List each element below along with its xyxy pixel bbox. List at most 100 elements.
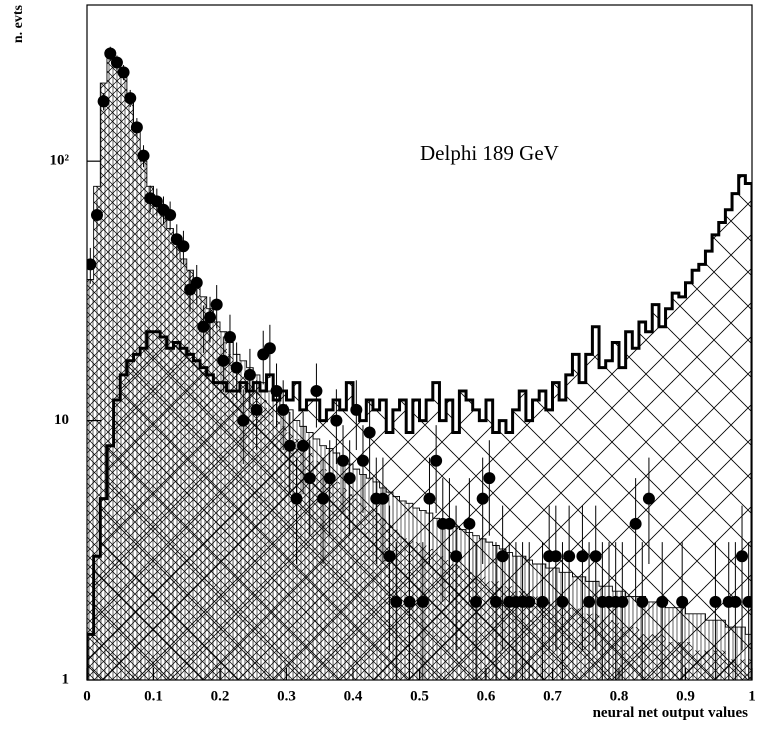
histogram-bar (279, 426, 287, 680)
data-point (277, 403, 290, 416)
data-point (470, 595, 483, 608)
histogram-bar (479, 576, 487, 680)
histogram-bar (698, 264, 706, 680)
histogram-bar (572, 607, 580, 680)
histogram-bar (625, 331, 633, 680)
x-tick-label: 0.8 (610, 688, 629, 704)
histogram-bar (133, 131, 141, 680)
data-point (117, 66, 130, 79)
data-point (237, 414, 250, 427)
x-tick-label: 0.2 (211, 688, 230, 704)
histogram-bar (738, 175, 746, 680)
data-point (343, 472, 356, 485)
data-point (97, 95, 110, 108)
histogram-bar (519, 391, 527, 680)
histogram-bar (186, 270, 194, 680)
histogram-bar (93, 186, 101, 680)
data-point (164, 209, 177, 222)
histogram-bar (592, 326, 600, 680)
histogram-bar (466, 572, 473, 680)
histogram-bar (632, 627, 640, 680)
histogram-bar (718, 222, 726, 680)
histogram-bar (672, 642, 680, 680)
histogram-bar (612, 342, 620, 680)
data-point (450, 550, 463, 563)
x-tick-label: 0.1 (144, 688, 163, 704)
histogram-bar (113, 62, 121, 680)
data-point (656, 595, 669, 608)
data-point (390, 595, 403, 608)
data-point (629, 517, 642, 530)
data-point (110, 56, 123, 69)
data-point (523, 595, 536, 608)
plot-area (87, 46, 752, 680)
x-tick-label: 1 (748, 688, 756, 704)
histogram-bar (572, 354, 580, 680)
histogram-bar (692, 270, 700, 680)
data-point (317, 492, 330, 505)
data-point (430, 454, 443, 467)
data-point (729, 595, 742, 608)
histogram-bar (140, 161, 148, 680)
data-point (104, 47, 117, 60)
histogram-bar (678, 296, 686, 680)
histogram-bar (353, 498, 360, 680)
data-point (536, 595, 549, 608)
histogram-bar (692, 650, 700, 680)
histogram-bar (665, 308, 673, 680)
histogram-outline (87, 174, 752, 680)
data-point (549, 550, 562, 563)
histogram-bar (366, 508, 374, 680)
data-point (483, 472, 496, 485)
histogram-bar (326, 478, 334, 680)
data-point (310, 385, 323, 398)
x-tick-label: 0.5 (410, 688, 429, 704)
histogram-bar (233, 367, 241, 680)
histogram-bar (698, 613, 706, 680)
histogram-bar (100, 83, 108, 680)
histogram-bar (672, 293, 680, 680)
histogram-bar (173, 243, 181, 680)
data-point (90, 209, 103, 222)
histogram-bar (266, 409, 274, 680)
data-point (589, 550, 602, 563)
y-tick-label: 10 (54, 412, 69, 428)
histogram-bar (712, 234, 720, 680)
data-point (223, 331, 236, 344)
histogram-bar (645, 634, 653, 680)
data-point (489, 595, 502, 608)
data-point (297, 439, 310, 452)
data-point (676, 595, 689, 608)
histogram-bar (605, 360, 613, 680)
histogram-bar (705, 650, 713, 680)
histogram-bar (732, 193, 739, 680)
y-tick-label: 10² (50, 153, 70, 169)
histogram-bar (399, 535, 407, 680)
histogram-bar (120, 77, 128, 680)
annotation: Delphi 189 GeV (420, 141, 559, 165)
histogram-bar (705, 620, 713, 680)
histogram-bar (685, 642, 693, 680)
data-point (130, 121, 143, 134)
histogram-bar (532, 596, 540, 680)
histogram-bar (319, 469, 327, 680)
data-point (496, 550, 509, 563)
histogram-bar (379, 518, 387, 680)
data-point (742, 595, 752, 608)
histogram-bar (652, 304, 660, 680)
histogram-bar (239, 374, 247, 680)
histogram-bar (213, 321, 221, 680)
data-point (416, 595, 429, 608)
histogram-outline (87, 57, 752, 680)
data-point (583, 595, 596, 608)
data-point (150, 195, 163, 208)
histogram-bar (745, 183, 752, 680)
data-point (576, 550, 589, 563)
x-tick-label: 0.3 (277, 688, 296, 704)
histogram-bar (253, 391, 261, 680)
data-point (190, 276, 203, 289)
histogram-bar (652, 634, 660, 680)
histogram-bar (718, 650, 726, 680)
histogram-bar (725, 209, 733, 680)
data-point (556, 595, 569, 608)
